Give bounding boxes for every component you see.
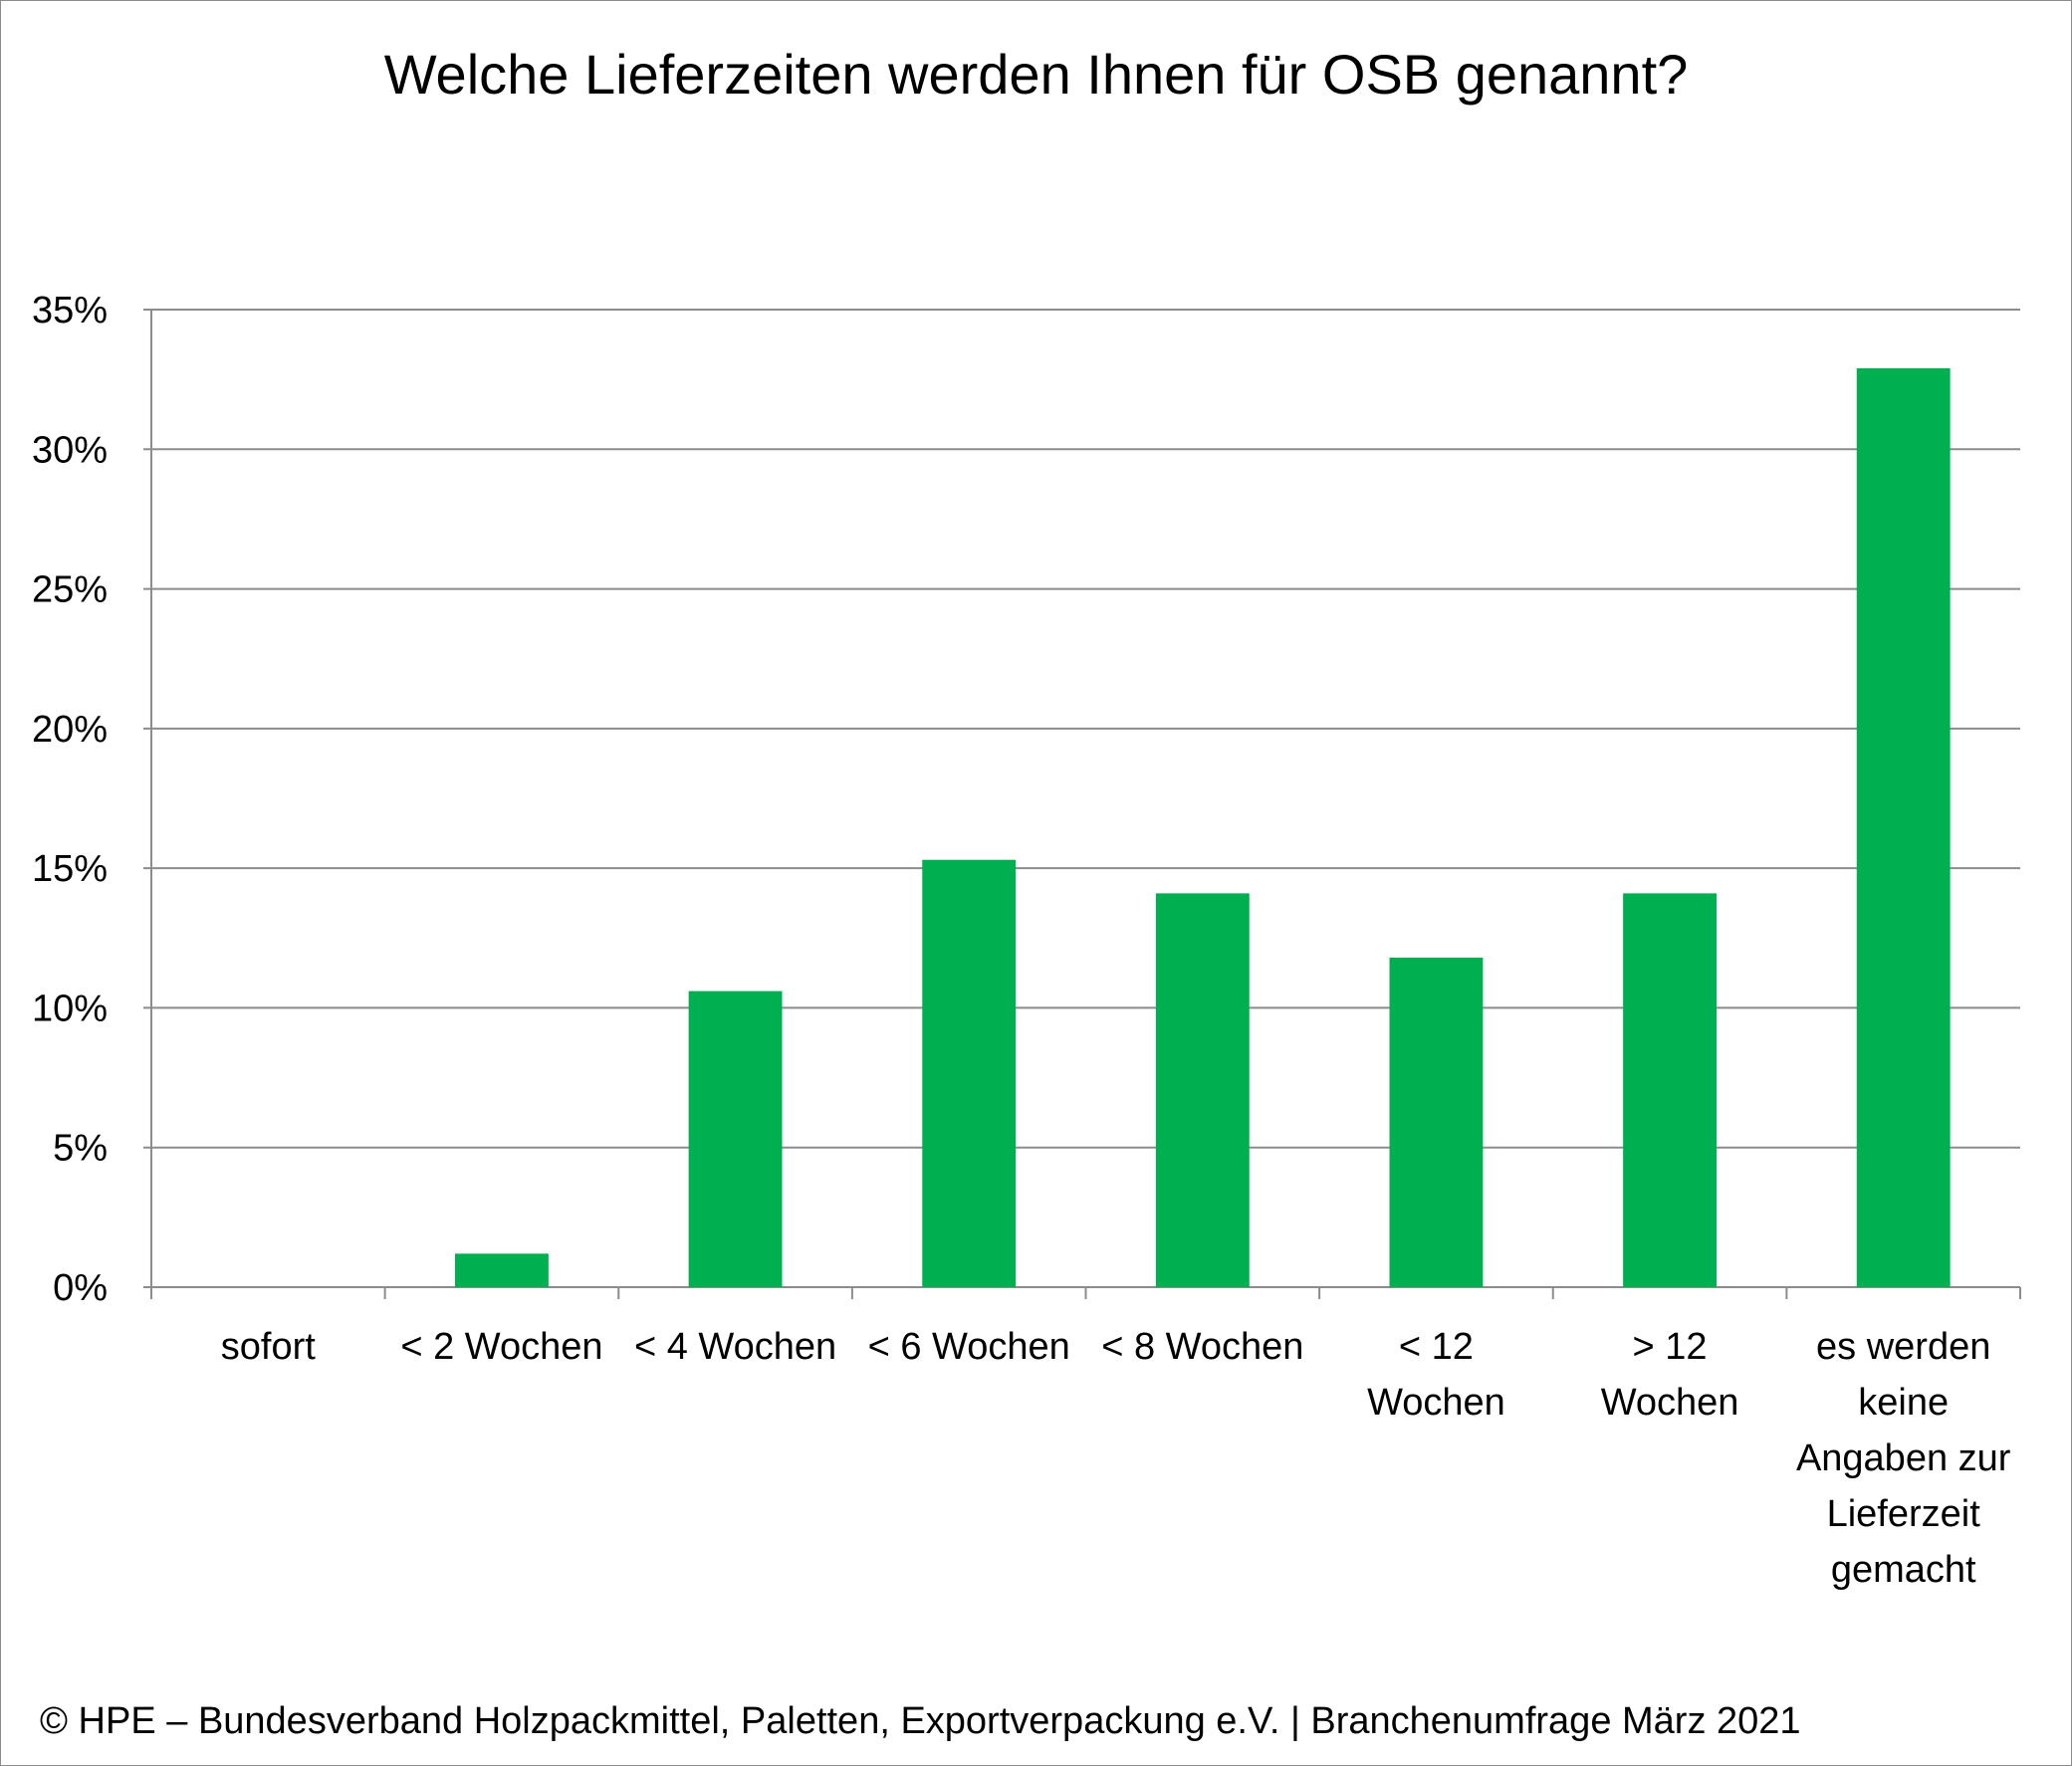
x-category-label-7-0: es werden: [1816, 1326, 1990, 1368]
bar-chart: 0% 5% 10% 15% 20% 25% 30% 35% sofort < 2 Wochen < …: [32, 290, 2021, 1591]
x-category-label-4-0: < 8 Wochen: [1101, 1326, 1303, 1368]
x-category-label-7-3: Lieferzeit: [1827, 1493, 1981, 1535]
x-category-label-5-0: < 12: [1399, 1326, 1474, 1368]
x-category-label-7-4: gemacht: [1831, 1549, 1976, 1591]
x-category-label-0-0: sofort: [221, 1326, 316, 1368]
bar-5: [1389, 957, 1484, 1287]
chart-title: Welche Lieferzeiten werden Ihnen für OSB…: [383, 43, 1689, 106]
bar-7: [1856, 367, 1951, 1287]
y-tick-label-35: 35%: [32, 290, 108, 331]
x-category-label-2-0: < 4 Wochen: [634, 1326, 836, 1368]
x-category-label-5-1: Wochen: [1367, 1382, 1505, 1424]
x-category-label-3-0: < 6 Wochen: [868, 1326, 1070, 1368]
y-tick-label-30: 30%: [32, 429, 108, 471]
bar-6: [1623, 893, 1717, 1287]
y-tick-label-15: 15%: [32, 848, 108, 890]
copyright-footer: © HPE – Bundesverband Holzpackmittel, Pa…: [40, 1700, 1801, 1742]
bar-3: [922, 859, 1017, 1287]
x-category-label-7-1: keine: [1858, 1382, 1949, 1424]
y-tick-label-10: 10%: [32, 988, 108, 1029]
x-category-label-6-0: > 12: [1633, 1326, 1708, 1368]
bar-2: [688, 991, 783, 1287]
x-category-label-7-2: Angaben zur: [1796, 1437, 2011, 1479]
y-tick-label-20: 20%: [32, 709, 108, 751]
bar-4: [1155, 893, 1250, 1287]
x-category-label-6-1: Wochen: [1601, 1382, 1739, 1424]
y-tick-label-0: 0%: [53, 1267, 108, 1309]
y-tick-label-25: 25%: [32, 569, 108, 611]
y-tick-label-5: 5%: [53, 1128, 108, 1170]
bar-1: [455, 1253, 549, 1287]
x-category-label-1-0: < 2 Wochen: [400, 1326, 602, 1368]
